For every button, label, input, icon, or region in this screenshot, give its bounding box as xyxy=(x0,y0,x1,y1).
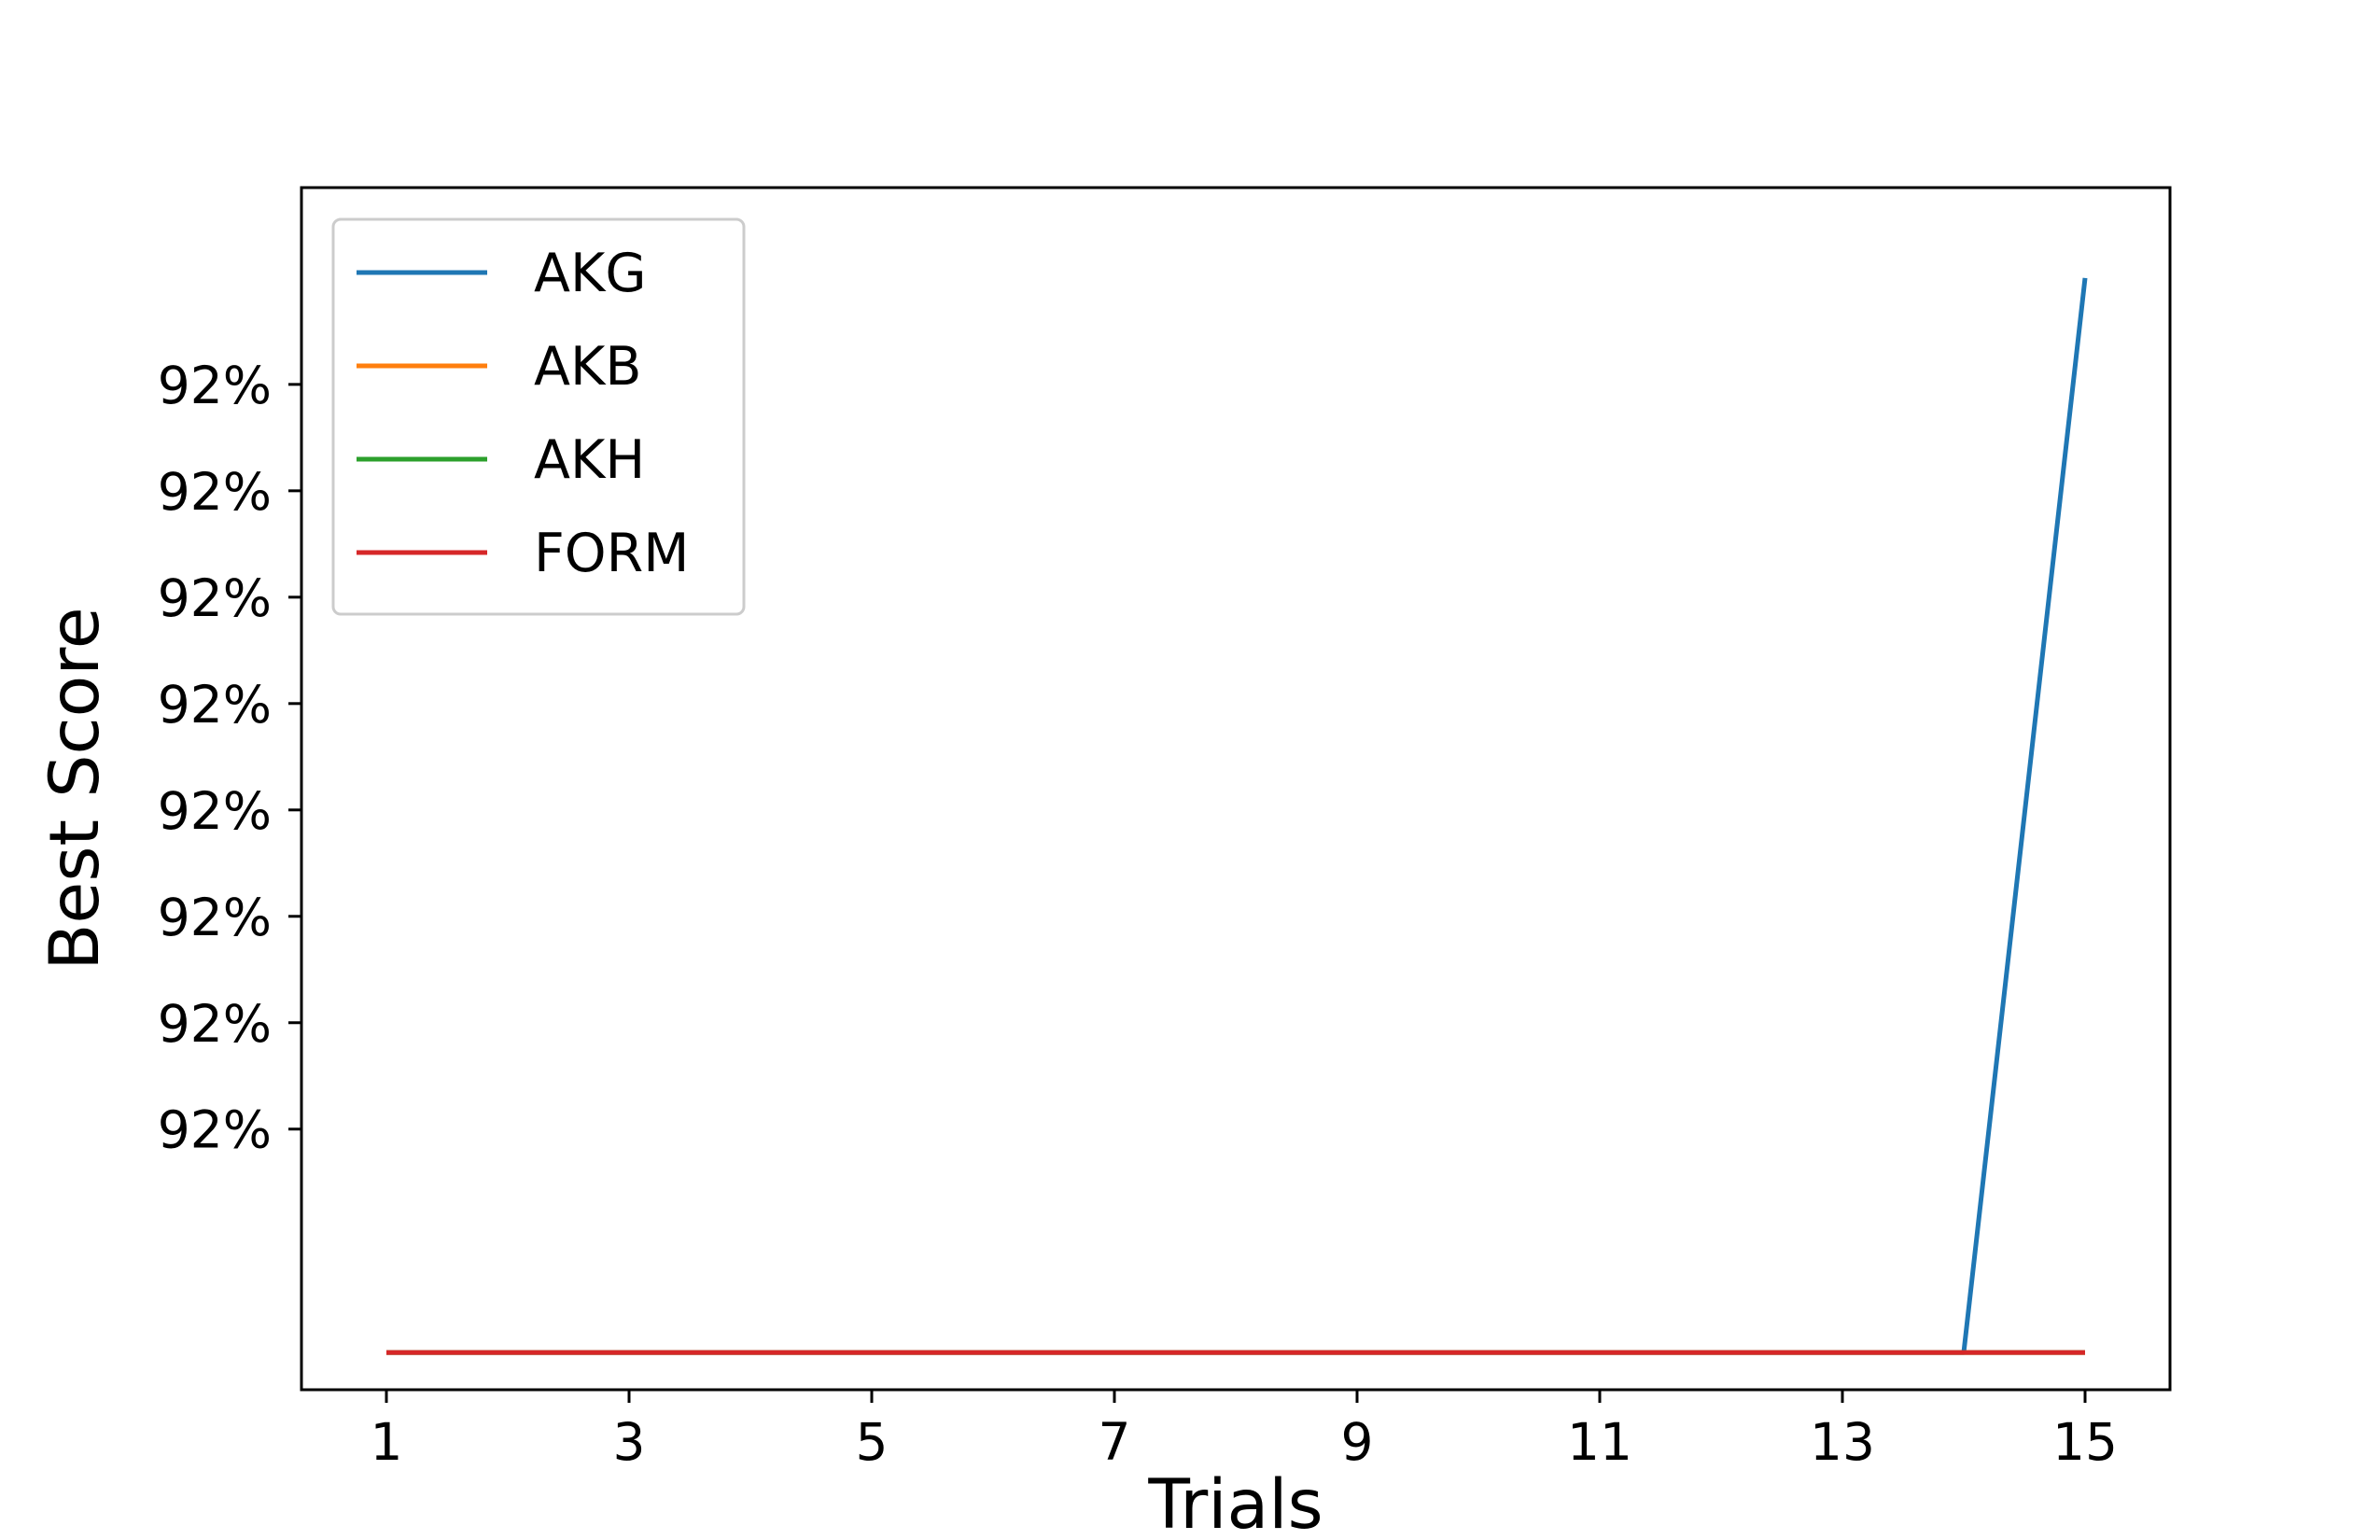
x-tick-label: 5 xyxy=(856,1412,889,1472)
x-tick-label: 3 xyxy=(613,1412,646,1472)
plot-frame xyxy=(300,186,2172,1392)
y-tick-label: 92% xyxy=(158,462,272,522)
legend-label-akb: AKB xyxy=(534,336,641,398)
y-tick-label: 92% xyxy=(158,356,272,415)
x-tick-label: 9 xyxy=(1341,1412,1374,1472)
y-axis-label: Best Score xyxy=(35,607,115,970)
legend: AKG AKB AKH FORM xyxy=(331,217,746,616)
x-tick-label: 1 xyxy=(371,1412,403,1472)
y-tick-label: 92% xyxy=(158,888,272,947)
y-tick-label: 92% xyxy=(158,675,272,735)
legend-label-akh: AKH xyxy=(534,429,645,491)
x-tick-label: 15 xyxy=(2052,1412,2118,1472)
series-layer xyxy=(386,277,2088,1355)
y-tick-label: 92% xyxy=(158,994,272,1054)
y-tick-label: 92% xyxy=(158,781,272,841)
y-tick-label: 92% xyxy=(158,568,272,628)
x-axis-label: Trials xyxy=(1147,1465,1323,1540)
x-tick-label: 13 xyxy=(1810,1412,1875,1472)
y-axis-ticks: 92% 92% 92% 92% 92% 92% 92% 92% xyxy=(158,356,301,1160)
x-tick-label: 7 xyxy=(1099,1412,1131,1472)
x-axis-ticks: 1 3 5 7 9 11 13 15 xyxy=(371,1390,2118,1472)
y-tick-label: 92% xyxy=(158,1100,272,1160)
legend-label-akg: AKG xyxy=(534,243,647,304)
legend-box xyxy=(331,217,746,616)
legend-label-form: FORM xyxy=(534,523,689,584)
x-tick-label: 11 xyxy=(1567,1412,1632,1472)
